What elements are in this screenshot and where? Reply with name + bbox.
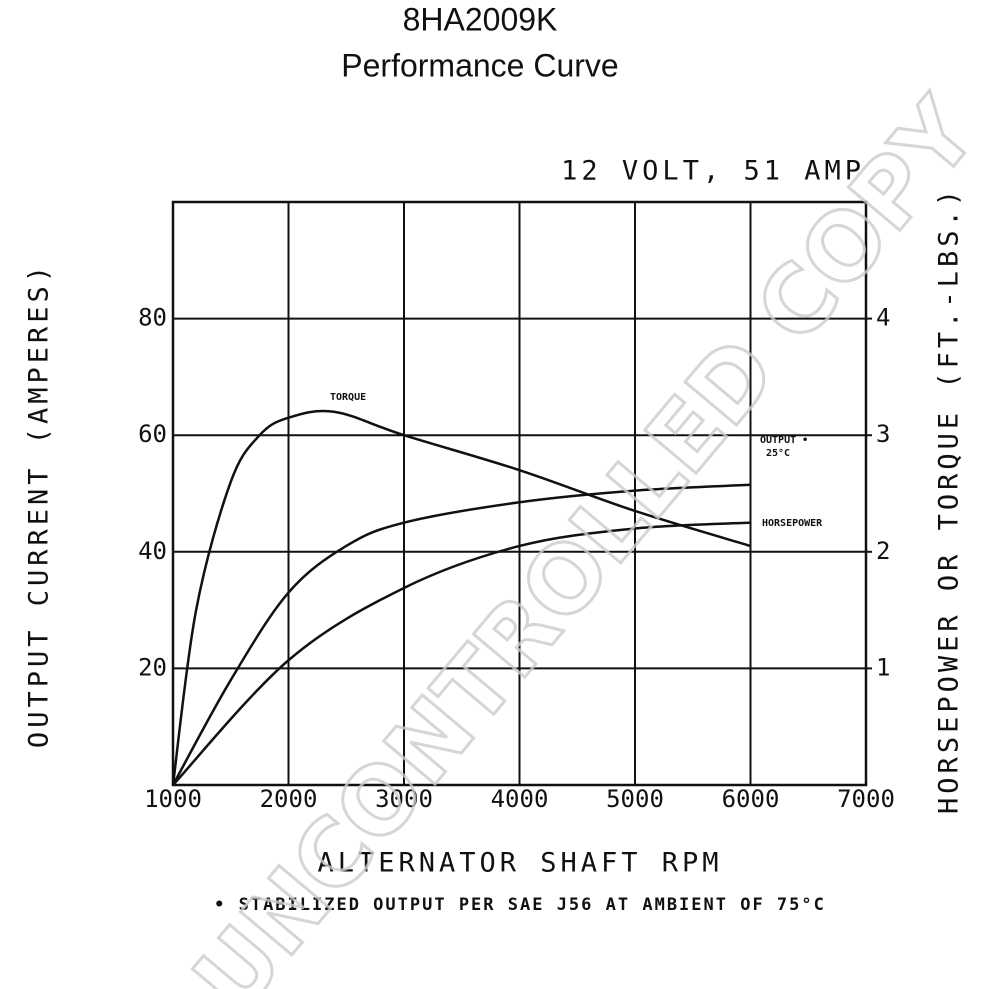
series-note: 25°C xyxy=(766,448,790,459)
rating-label: 12 VOLT, 51 AMP xyxy=(561,156,865,187)
y-tick-label: 20 xyxy=(138,653,167,681)
x-tick-label: 1000 xyxy=(144,785,202,813)
chart-title: 8HA2009K xyxy=(403,1,558,37)
series-label: TORQUE xyxy=(330,392,366,403)
y-axis-title: OUTPUT CURRENT (AMPERES) xyxy=(24,262,55,748)
y-tick-label: 60 xyxy=(138,420,167,448)
plot-area: 1000 2000 3000 4000 5000 6000 7000 20 40 60 80 1 2 3 4… xyxy=(138,200,895,813)
series-line xyxy=(171,409,751,786)
y-tick-label: 40 xyxy=(138,537,167,565)
y2-axis-title: HORSEPOWER OR TORQUE (FT.-LBS.) xyxy=(934,186,965,814)
x-tick-label: 6000 xyxy=(722,785,780,813)
series-label: OUTPUT • xyxy=(760,435,808,446)
y2-tick-label: 1 xyxy=(876,653,890,681)
series-line xyxy=(171,483,751,786)
x-tick-label: 2000 xyxy=(260,785,318,813)
x-tick-label: 7000 xyxy=(837,785,895,813)
y-tick-label: 80 xyxy=(138,304,167,332)
y2-tick-label: 2 xyxy=(876,537,890,565)
x-tick-label: 3000 xyxy=(375,785,433,813)
x-tick-label: 4000 xyxy=(491,785,549,813)
series-line xyxy=(172,521,751,786)
footnote: • STABILIZED OUTPUT PER SAE J56 AT AMBIE… xyxy=(214,895,826,915)
series-label: HORSEPOWER xyxy=(762,518,823,529)
x-axis-title: ALTERNATOR SHAFT RPM xyxy=(317,848,722,879)
y2-tick-label: 3 xyxy=(876,420,890,448)
x-tick-label: 5000 xyxy=(606,785,664,813)
y2-tick-label: 4 xyxy=(876,304,890,332)
chart-subtitle: Performance Curve xyxy=(341,47,618,83)
